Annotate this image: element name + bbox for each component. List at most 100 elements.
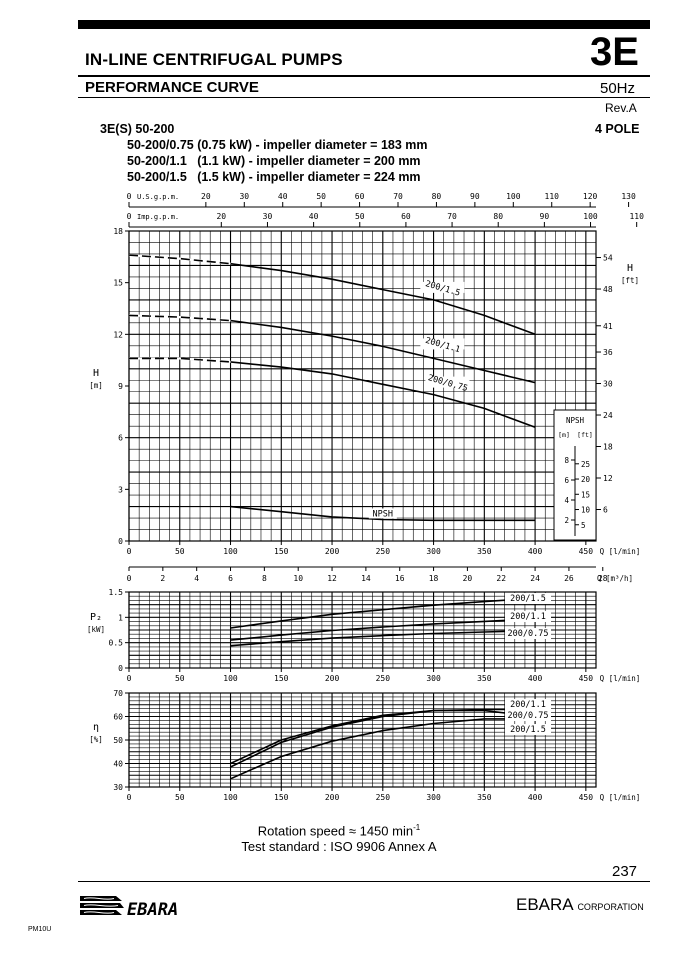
x-tick-label: 150 [274,674,289,683]
label-bg [505,724,551,735]
frequency-label: 50Hz [600,80,636,97]
imp-gpm-axis-tick-label: 60 [401,212,411,221]
label-bg [368,508,397,519]
x-tick-label: 250 [376,674,391,683]
y-tick-label: 9 [118,382,123,391]
m3h-tick-label: 4 [194,574,199,583]
npsh-inset-title: NPSH [566,416,585,425]
series-label: 200/1.5 [510,725,546,735]
model-label: 3E(S) 50-200 [100,122,175,136]
npsh-ft-tick-label: 5 [581,521,586,530]
x-tick-label: 100 [223,547,238,556]
y2-tick-label: 30 [603,380,613,389]
us-gpm-axis-tick-label: 100 [506,192,521,201]
m3h-tick-label: 10 [293,574,303,583]
imp-gpm-axis-tick-label: 100 [583,212,598,221]
series-line-200/1.1 [230,708,536,765]
us-gpm-axis-tick-label: 60 [355,192,365,201]
imp-gpm-axis-tick-label: 110 [629,212,644,221]
m3h-tick-label: 16 [395,574,405,583]
us-gpm-axis-tick-label: 120 [583,192,598,201]
logo-wordmark: EBARA [127,900,178,920]
y2-tick-label: 6 [603,506,608,515]
npsh-m-tick-label: 4 [564,496,569,505]
x-tick-label: 100 [223,674,238,683]
m3h-axis-label: Q [m³/h] [597,574,633,583]
label-bg [505,628,551,639]
m3h-tick-label: 12 [327,574,337,583]
m3h-tick-label: 14 [361,574,371,583]
npsh-m-tick-label: 2 [564,516,569,525]
us-gpm-axis-label: U.S.g.p.m. [137,193,179,201]
series-label: 200/0.75 [508,629,549,639]
series-line-200/1.5 [230,597,536,629]
x-tick-label: 100 [223,793,238,802]
y-tick-label: 1.5 [109,588,124,597]
x-tick-label: 50 [175,793,185,802]
y2-tick-label: 54 [603,254,613,263]
npsh-m-tick-label: 8 [564,456,569,465]
y2-tick-label: 18 [603,443,613,452]
series-dashed-200/1.5 [128,254,231,265]
us-gpm-axis-tick-label: 20 [201,192,211,201]
pole-label: 4 POLE [595,122,640,136]
series-label: 200/1.1 [510,700,546,710]
us-gpm-axis-tick-label: 0 [127,192,132,201]
x-axis-label: Q [l/min] [600,674,641,683]
series-dashed-200/1.1 [128,314,231,322]
x-tick-label: 350 [477,547,492,556]
y-tick-label: 60 [113,713,123,722]
corporation-name: EBARA CORPORATION [516,895,644,915]
us-gpm-axis-tick-label: 110 [545,192,560,201]
series-label: 200/1.1 [510,612,546,622]
series-dashed-200/0.75 [129,357,231,363]
label-bg [505,611,551,622]
y-axis-unit: [kW] [87,625,105,634]
x-tick-label: 450 [579,674,594,683]
x-tick-label: 200 [325,674,340,683]
ebara-logo: EBARA [80,896,178,920]
y2-tick-label: 41 [603,322,613,331]
label-bg [505,710,551,721]
spec-line: 50-200/1.5 (1.5 kW) - impeller diameter … [127,170,421,184]
y2-axis-label: H [627,263,633,274]
y-tick-label: 0 [118,537,123,546]
imp-gpm-axis-tick-label: 30 [263,212,273,221]
us-gpm-axis-tick-label: 70 [393,192,403,201]
imp-gpm-axis-tick-label: 80 [493,212,503,221]
npsh-ft-tick-label: 25 [581,460,590,469]
rotation-speed: Rotation speed ≈ 1450 min-1 [0,823,678,838]
x-axis-label: Q [l/min] [600,547,641,556]
x-tick-label: 450 [579,547,594,556]
npsh-ft-tick-label: 15 [581,490,590,499]
series-line-200/0.75 [230,629,536,647]
y-tick-label: 40 [113,760,123,769]
head-grid [125,230,597,545]
plot-frame [128,591,597,669]
imp-gpm-axis-label: Imp.g.p.m. [137,213,179,221]
x-tick-label: 450 [579,793,594,802]
page-number: 237 [612,863,638,880]
us-gpm-axis-tick-label: 80 [432,192,442,201]
series-label: 200/0.75 [508,711,549,721]
y-axis-unit: [m] [89,381,103,390]
x-tick-label: 150 [274,547,289,556]
y-axis-unit: [%] [89,735,103,744]
npsh-ft-tick-label: 20 [581,475,591,484]
y-tick-label: 0.5 [109,639,124,648]
series-line-NPSH [230,505,536,522]
m3h-tick-label: 18 [429,574,439,583]
x-tick-label: 400 [528,674,543,683]
x-tick-label: 350 [477,793,492,802]
imp-gpm-axis-tick-label: 90 [540,212,550,221]
label-bg [505,699,551,710]
imp-gpm-axis-tick-label: 0 [127,212,132,221]
us-gpm-axis-tick-label: 130 [621,192,636,201]
x-tick-label: 250 [376,793,391,802]
series-line-200/0.75 [230,709,536,768]
y-axis-label: P₂ [90,612,102,623]
y-tick-label: 30 [113,783,123,792]
divider [78,75,650,77]
series-label: 200/1.5 [510,594,546,604]
